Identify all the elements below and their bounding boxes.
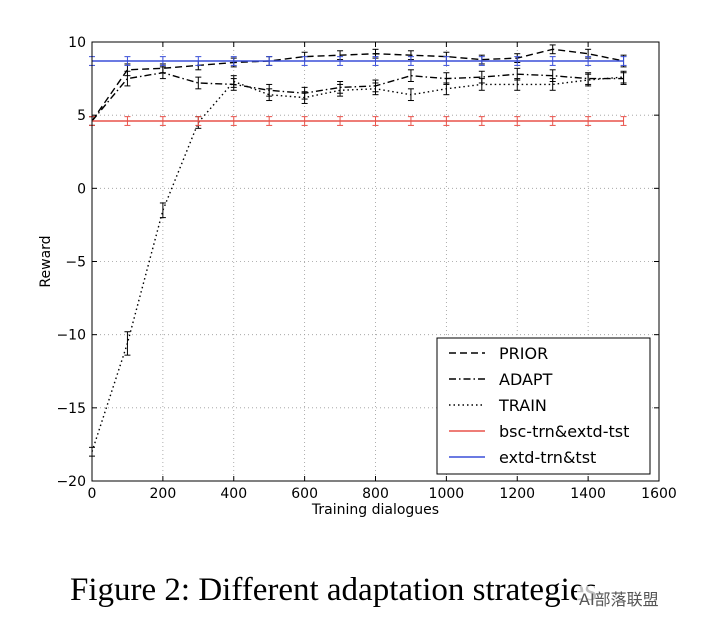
watermark: AI部落联盟: [577, 586, 661, 610]
y-tick-label: −20: [56, 474, 86, 490]
x-tick-label: 800: [362, 486, 389, 502]
y-tick-label: −5: [65, 255, 86, 271]
x-tick-label: 1400: [570, 486, 606, 502]
x-tick-label: 1600: [641, 486, 677, 502]
reward-chart: 0 200 400 600 800 1000 1200 1400 1600 −20 −15 −10 −5…: [38, 35, 677, 518]
x-tick-label: 0: [88, 486, 97, 502]
x-axis-label: Training dialogues: [311, 502, 439, 518]
y-tick-label: −15: [56, 401, 86, 417]
series-train: [89, 70, 627, 457]
x-tick-label: 1200: [499, 486, 535, 502]
y-tick-label: 5: [77, 108, 86, 124]
chart-series: [89, 44, 627, 457]
series-bsc-trn-extd-tst: [89, 116, 627, 126]
series-line-adapt: [91, 71, 624, 122]
x-tick-label: 400: [220, 486, 247, 502]
series-line-prior: [91, 48, 624, 122]
legend-label: bsc-trn&extd-tst: [499, 422, 629, 441]
legend-label: ADAPT: [499, 370, 553, 389]
figure-caption: Figure 2: Different adaptation strategie…: [70, 572, 598, 608]
legend-label: TRAIN: [498, 396, 547, 415]
y-tick-label: 0: [77, 181, 86, 197]
y-tick-label: 10: [68, 35, 86, 51]
series-adapt: [89, 66, 627, 126]
axis-ticks: 0 200 400 600 800 1000 1200 1400 1600 −20 −15 −10 −5…: [56, 35, 676, 502]
x-tick-label: 600: [291, 486, 318, 502]
x-tick-label: 1000: [429, 486, 465, 502]
series-prior: [89, 44, 627, 126]
y-axis-label: Reward: [38, 235, 54, 287]
series-line-train: [91, 76, 624, 452]
legend-label: extd-trn&tst: [499, 448, 596, 467]
series-extd-trn-tst: [89, 56, 627, 66]
chart-legend: PRIOR ADAPT TRAIN bsc-trn&extd-tst extd-trn&…: [436, 337, 651, 475]
y-tick-label: −10: [56, 328, 86, 344]
x-tick-label: 200: [150, 486, 177, 502]
legend-label: PRIOR: [499, 344, 548, 363]
legend-box: [436, 337, 651, 475]
